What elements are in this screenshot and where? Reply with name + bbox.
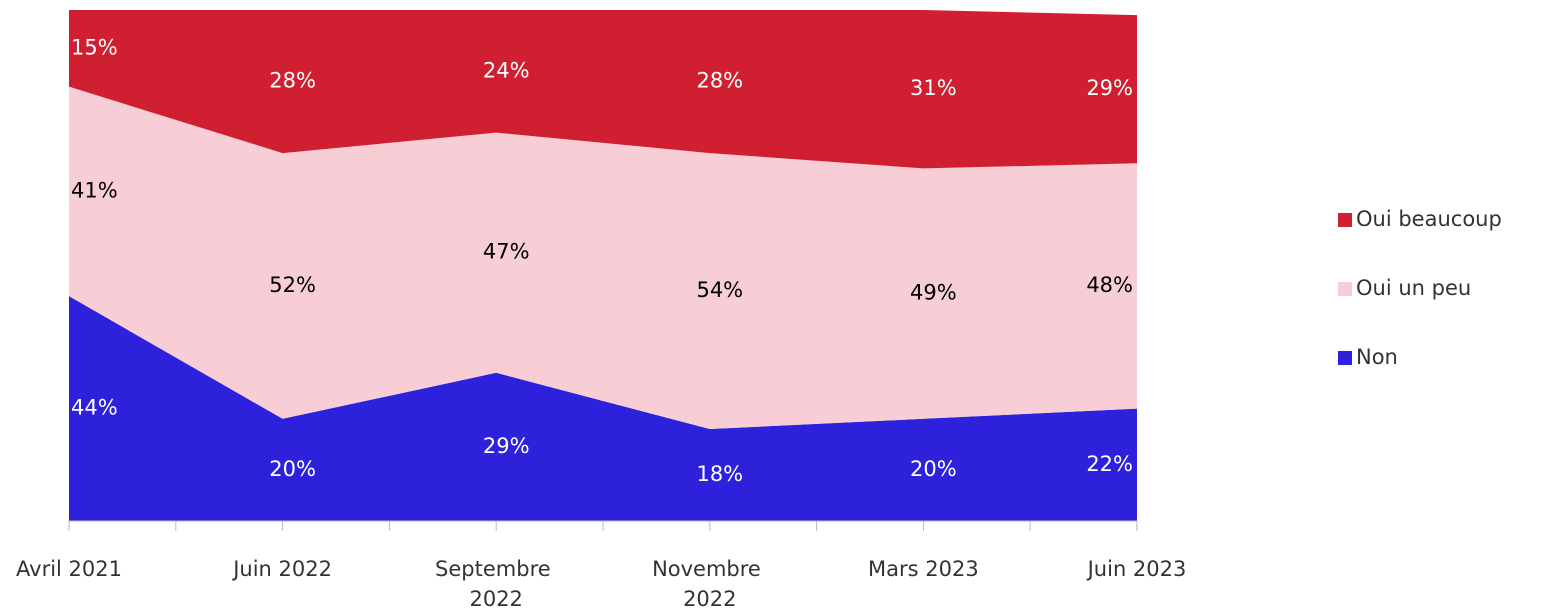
x-tick-label: Juin 2022 bbox=[231, 557, 332, 581]
data-label: 18% bbox=[696, 462, 743, 486]
x-tick-line: 2022 bbox=[683, 587, 736, 611]
legend-swatch bbox=[1338, 351, 1352, 365]
data-label: 31% bbox=[910, 76, 957, 100]
x-tick-label: Juin 2023 bbox=[1086, 557, 1187, 581]
data-label: 28% bbox=[696, 69, 743, 93]
data-label: 24% bbox=[483, 58, 530, 82]
x-tick-label: Mars 2023 bbox=[868, 557, 979, 581]
data-label: 49% bbox=[910, 281, 957, 305]
data-label: 28% bbox=[269, 69, 316, 93]
legend-swatch bbox=[1338, 282, 1352, 296]
data-label: 22% bbox=[1086, 452, 1133, 476]
x-tick-label: Septembre 2022 bbox=[435, 557, 557, 611]
x-tick-line: 2022 bbox=[469, 587, 522, 611]
data-label: 41% bbox=[71, 178, 118, 202]
data-label: 20% bbox=[269, 457, 316, 481]
data-label: 52% bbox=[269, 273, 316, 297]
area bbox=[69, 10, 1137, 169]
legend-label: Non bbox=[1356, 345, 1398, 369]
x-tick-label: Avril 2021 bbox=[16, 557, 122, 581]
x-tick-label: Novembre 2022 bbox=[652, 557, 767, 611]
data-label: 15% bbox=[71, 35, 118, 59]
legend-swatch bbox=[1338, 213, 1352, 227]
data-label: 54% bbox=[696, 278, 743, 302]
x-tick-line: Septembre bbox=[435, 557, 557, 581]
data-label: 29% bbox=[483, 434, 530, 458]
data-label: 20% bbox=[910, 457, 957, 481]
data-label: 47% bbox=[483, 240, 530, 264]
area bbox=[69, 86, 1137, 430]
data-label: 44% bbox=[71, 396, 118, 420]
x-tick-line: Novembre bbox=[652, 557, 767, 581]
legend-label: Oui beaucoup bbox=[1356, 207, 1502, 231]
data-label: 48% bbox=[1086, 273, 1133, 297]
area bbox=[69, 296, 1137, 521]
legend-label: Oui un peu bbox=[1356, 276, 1471, 300]
data-label: 29% bbox=[1086, 76, 1133, 100]
